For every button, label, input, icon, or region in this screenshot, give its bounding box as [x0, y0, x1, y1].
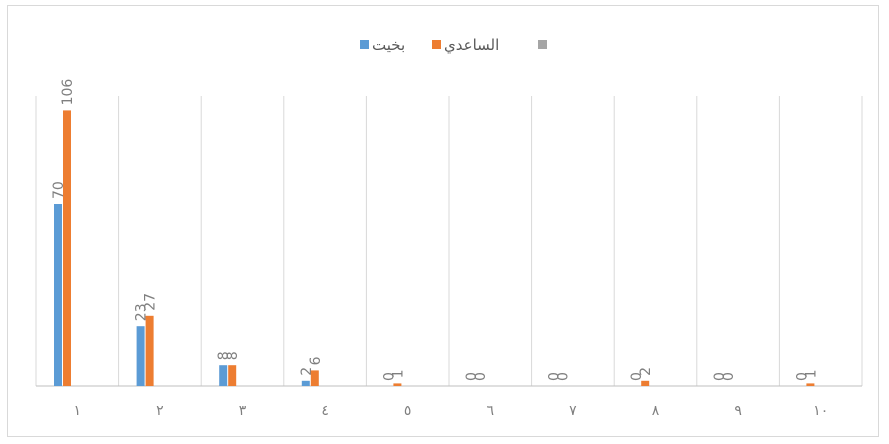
bar-2-3 — [228, 365, 237, 386]
data-label: 0 — [629, 372, 645, 381]
data-label: 1 — [803, 369, 819, 378]
x-tick-label: ٢ — [156, 403, 164, 419]
bar-2-2 — [145, 315, 154, 386]
data-label: 106 — [60, 79, 76, 106]
data-label: 0 — [712, 372, 728, 381]
x-tick-label: ٨ — [652, 403, 660, 419]
bar-1-4 — [301, 380, 310, 386]
data-label: 0 — [464, 372, 480, 381]
data-label: 8 — [216, 351, 232, 360]
data-label: 0 — [556, 372, 572, 381]
bar-2-10 — [806, 383, 815, 386]
x-tick-label: ٣ — [239, 403, 247, 419]
bar-1-2 — [136, 326, 145, 386]
legend-label-2: الساعدي — [444, 36, 499, 55]
x-tick-label: ٧ — [569, 403, 577, 419]
data-label: 2 — [299, 367, 315, 376]
x-tick-label: ١٠ — [813, 403, 828, 419]
bar-1-1 — [54, 204, 62, 386]
x-tick-label: ١ — [74, 403, 82, 419]
data-label: 27 — [143, 293, 159, 311]
bar-2-5 — [393, 383, 402, 386]
data-label: 0 — [547, 372, 563, 381]
data-label: 8 — [225, 351, 241, 360]
legend-label-1: بخيت — [372, 36, 405, 54]
bar-2-1 — [63, 110, 71, 387]
x-tick-label: ٩ — [734, 403, 742, 419]
bar-2-4 — [310, 370, 319, 386]
data-label: 2 — [638, 367, 654, 376]
legend-swatch-2 — [432, 40, 441, 49]
data-label: 0 — [794, 372, 810, 381]
legend-swatch-3 — [538, 40, 547, 49]
data-label: 0 — [721, 372, 737, 381]
legend-swatch-1 — [360, 40, 369, 49]
x-tick-label: ٦ — [487, 403, 495, 419]
data-label: 1 — [390, 369, 406, 378]
data-label: 0 — [381, 372, 397, 381]
bar-1-3 — [219, 365, 228, 386]
bar-2-8 — [641, 380, 650, 386]
data-label: 0 — [473, 372, 489, 381]
data-label: 6 — [308, 356, 324, 365]
x-tick-label: ٥ — [404, 403, 412, 419]
x-tick-label: ٤ — [321, 403, 329, 419]
